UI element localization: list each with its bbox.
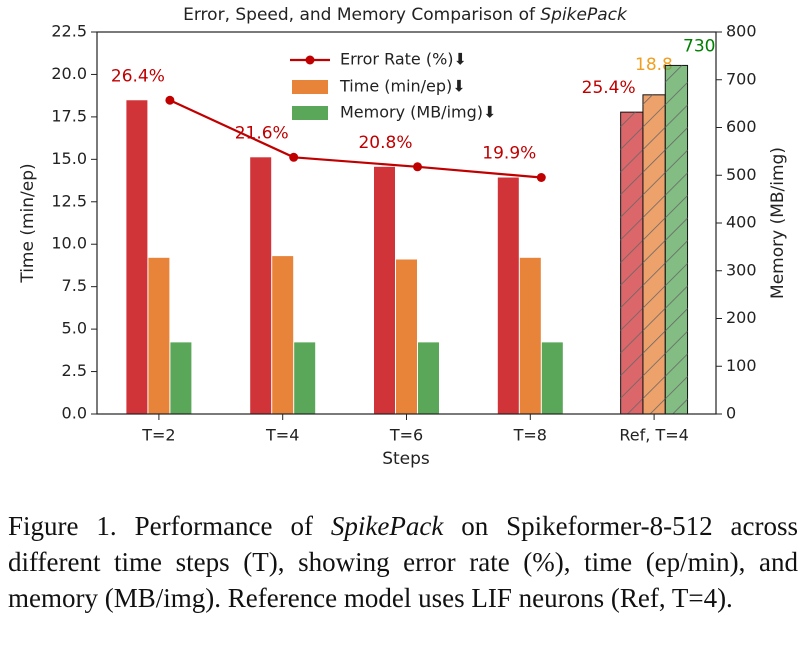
y2-axis-label: Memory (MB/img) — [768, 147, 788, 299]
error-marker — [413, 162, 422, 172]
title-emphasis: SpikePack — [540, 5, 628, 25]
bar — [396, 259, 417, 414]
caption-text: Figure 1. Performance of — [8, 511, 331, 541]
y-axis-label: Time (min/ep) — [18, 163, 38, 283]
y-tick-label: 20.0 — [51, 64, 87, 83]
y2-tick-label: 400 — [726, 213, 757, 232]
error-value-label: 26.4% — [111, 66, 165, 86]
bar — [541, 342, 563, 414]
error-value-label: 19.9% — [482, 143, 536, 163]
y-tick-label: 7.5 — [62, 276, 87, 295]
y2-tick-label: 700 — [726, 69, 757, 88]
bar — [374, 166, 395, 414]
legend-label: Time (min/ep)⬇ — [339, 77, 466, 96]
x-tick-label: Ref, T=4 — [619, 426, 688, 445]
reference-hatch — [620, 112, 643, 415]
error-value-label: 20.8% — [358, 133, 412, 153]
error-marker — [536, 172, 546, 182]
error-value-label: 21.6% — [235, 123, 289, 143]
legend-marker — [305, 55, 315, 65]
title-text: Error, Speed, and Memory Comparison of — [183, 5, 540, 25]
x-tick-label: T=2 — [141, 426, 175, 445]
bar — [519, 257, 541, 414]
y-tick-label: 12.5 — [51, 191, 87, 210]
reference-value-label: 730 — [683, 36, 715, 56]
legend-swatch — [292, 106, 328, 120]
y2-tick-label: 0 — [726, 404, 736, 423]
caption-text: on Spikeformer-8-512 across different ti… — [8, 511, 798, 613]
y-tick-label: 10.0 — [51, 234, 87, 253]
y2-tick-label: 500 — [726, 165, 757, 184]
y-tick-label: 15.0 — [51, 149, 87, 168]
bar — [170, 342, 192, 414]
x-axis-label: Steps — [382, 449, 430, 469]
x-tick-label: T=8 — [513, 426, 547, 445]
error-line — [169, 99, 542, 179]
caption-emphasis: SpikePack — [330, 511, 444, 541]
chart: Error, Speed, and Memory Comparison of S… — [18, 5, 788, 469]
bar — [497, 177, 519, 414]
y2-tick-label: 600 — [726, 117, 757, 136]
y2-tick-label: 300 — [726, 260, 757, 279]
bar — [418, 342, 439, 414]
y-tick-label: 0.0 — [62, 404, 87, 423]
reference-value-label: 25.4% — [582, 78, 636, 98]
y2-tick-label: 100 — [726, 356, 757, 375]
reference-hatch — [642, 94, 666, 414]
plot-frame — [96, 31, 717, 415]
caption: Figure 1. Performance of SpikePack on Sp… — [8, 508, 798, 616]
bar — [148, 257, 170, 414]
reference-hatch — [665, 65, 688, 415]
y2-tick-label: 200 — [726, 308, 757, 327]
reference-value-label: 18.8 — [635, 55, 673, 75]
bar — [126, 100, 148, 414]
bar — [294, 342, 316, 414]
y-tick-label: 5.0 — [62, 319, 87, 338]
legend-label: Memory (MB/img)⬇ — [340, 103, 496, 122]
bar — [250, 157, 272, 414]
y-tick-label: 22.5 — [51, 22, 87, 41]
bar — [272, 256, 294, 414]
legend-swatch — [292, 80, 328, 94]
x-tick-label: T=6 — [389, 426, 423, 445]
x-tick-label: T=4 — [265, 426, 299, 445]
y-tick-label: 2.5 — [62, 361, 87, 380]
error-marker — [289, 152, 299, 162]
legend-label: Error Rate (%)⬇ — [340, 50, 467, 69]
y2-tick-label: 800 — [726, 22, 757, 41]
error-marker — [165, 95, 175, 105]
chart-title: Error, Speed, and Memory Comparison of S… — [183, 5, 628, 25]
y-tick-label: 17.5 — [51, 106, 87, 125]
